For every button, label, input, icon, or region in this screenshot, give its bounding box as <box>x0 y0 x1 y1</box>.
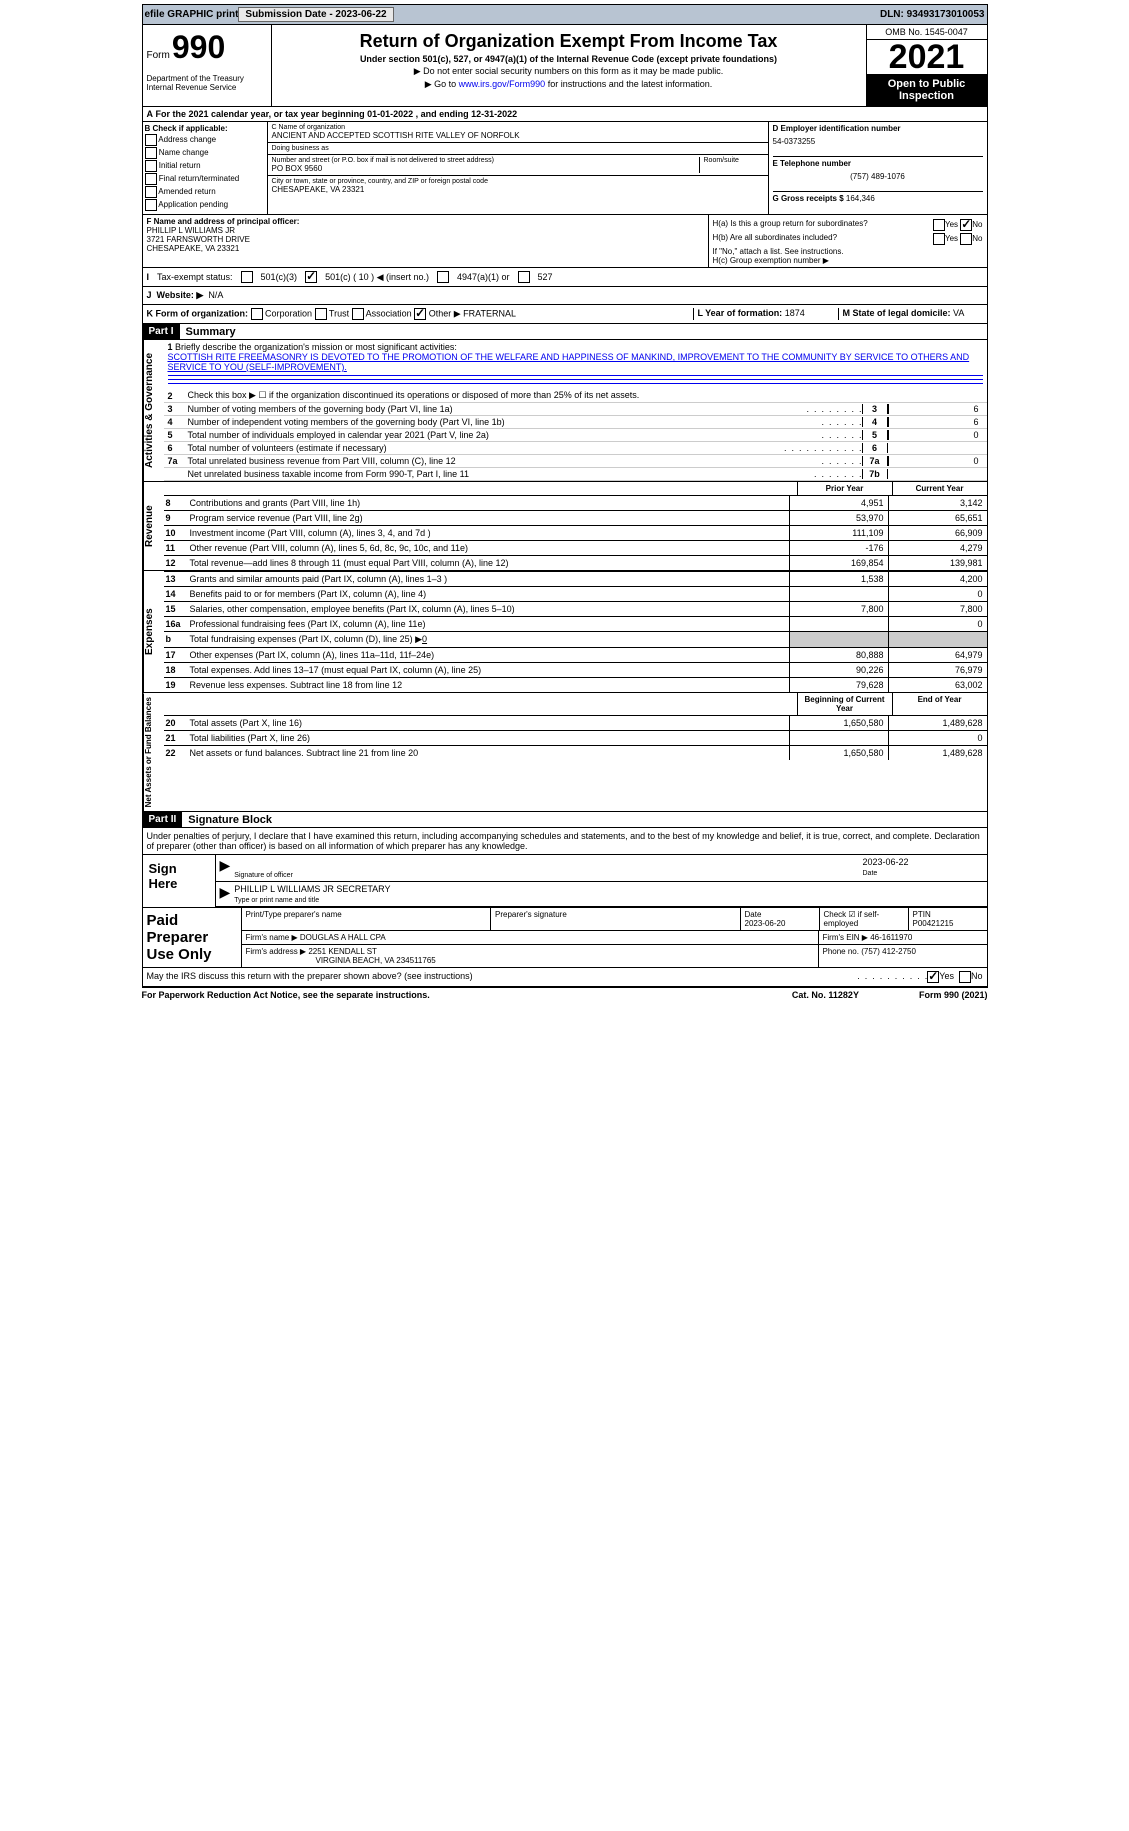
header: Form990 Department of the Treasury Inter… <box>142 25 988 107</box>
ein-label: D Employer identification number <box>773 124 983 133</box>
tax-exempt: I Tax-exempt status: 501(c)(3) 501(c) ( … <box>142 268 988 287</box>
side-expenses: Expenses <box>143 571 164 692</box>
name-label: C Name of organization <box>272 124 764 131</box>
officer-name: PHILLIP L WILLIAMS JR <box>147 226 235 235</box>
paperwork: For Paperwork Reduction Act Notice, see … <box>142 990 792 1000</box>
address: PO BOX 9560 <box>272 164 699 173</box>
cat-no: Cat. No. 11282Y <box>792 990 859 1000</box>
org-form: K Form of organization: Corporation Trus… <box>142 305 988 324</box>
form-ref: Form 990 (2021) <box>919 990 988 1000</box>
ein: 54-0373255 <box>773 137 983 146</box>
l4-val: 6 <box>888 417 983 427</box>
line-a: A For the 2021 calendar year, or tax yea… <box>143 107 522 121</box>
signer-name: PHILLIP L WILLIAMS JR SECRETARY <box>234 884 390 894</box>
irs-link[interactable]: www.irs.gov/Form990 <box>459 79 546 89</box>
form-subtitle: Under section 501(c), 527, or 4947(a)(1)… <box>276 54 862 64</box>
part1-title: Summary <box>186 326 236 338</box>
note1: ▶ Do not enter social security numbers o… <box>276 66 862 77</box>
part1-hdr: Part I <box>143 324 180 339</box>
side-activities: Activities & Governance <box>143 340 164 481</box>
part2-hdr: Part II <box>143 812 183 827</box>
note2b: for instructions and the latest informat… <box>545 79 712 89</box>
phone: (757) 489-1076 <box>773 172 983 181</box>
l8p: 4,951 <box>789 496 888 510</box>
form-title: Return of Organization Exempt From Incom… <box>276 31 862 52</box>
part2-title: Signature Block <box>188 814 272 826</box>
side-revenue: Revenue <box>143 482 164 570</box>
form-label: Form <box>147 50 170 61</box>
l7a-val: 0 <box>888 456 983 466</box>
l3-val: 6 <box>888 404 983 414</box>
inspection: Open to Public Inspection <box>867 74 987 106</box>
side-net: Net Assets or Fund Balances <box>143 693 164 811</box>
top-bar: efile GRAPHIC print Submission Date - 20… <box>142 4 988 25</box>
paid-prep: Paid Preparer Use Only <box>143 908 242 967</box>
gross-receipts: 164,346 <box>846 194 875 203</box>
discuss: May the IRS discuss this return with the… <box>142 968 988 987</box>
penalties: Under penalties of perjury, I declare th… <box>143 828 987 854</box>
website: J Website: ▶ N/A <box>142 287 988 305</box>
l9c: 65,651 <box>888 511 987 525</box>
efile-label: efile GRAPHIC print <box>145 9 239 20</box>
dba-label: Doing business as <box>272 145 764 152</box>
note2a: ▶ Go to <box>425 79 459 89</box>
sign-here: Sign Here <box>143 855 216 907</box>
tax-year: 2021 <box>867 40 987 74</box>
l8c: 3,142 <box>888 496 987 510</box>
l10p: 111,109 <box>789 526 888 540</box>
l11c: 4,279 <box>888 541 987 555</box>
l10c: 66,909 <box>888 526 987 540</box>
form-number: 990 <box>172 29 225 66</box>
l11p: -176 <box>789 541 888 555</box>
l12c: 139,981 <box>888 556 987 570</box>
section-b: B Check if applicable: Address change Na… <box>143 122 268 214</box>
city: CHESAPEAKE, VA 23321 <box>272 185 764 194</box>
dept: Department of the Treasury Internal Reve… <box>147 74 267 92</box>
dln: DLN: 93493173010053 <box>880 9 985 20</box>
l12p: 169,854 <box>789 556 888 570</box>
org-name: ANCIENT AND ACCEPTED SCOTTISH RITE VALLE… <box>272 131 764 140</box>
submission-date: Submission Date - 2023-06-22 <box>238 7 393 22</box>
l5-val: 0 <box>888 430 983 440</box>
l9p: 53,970 <box>789 511 888 525</box>
mission: SCOTTISH RITE FREEMASONRY IS DEVOTED TO … <box>168 352 970 372</box>
